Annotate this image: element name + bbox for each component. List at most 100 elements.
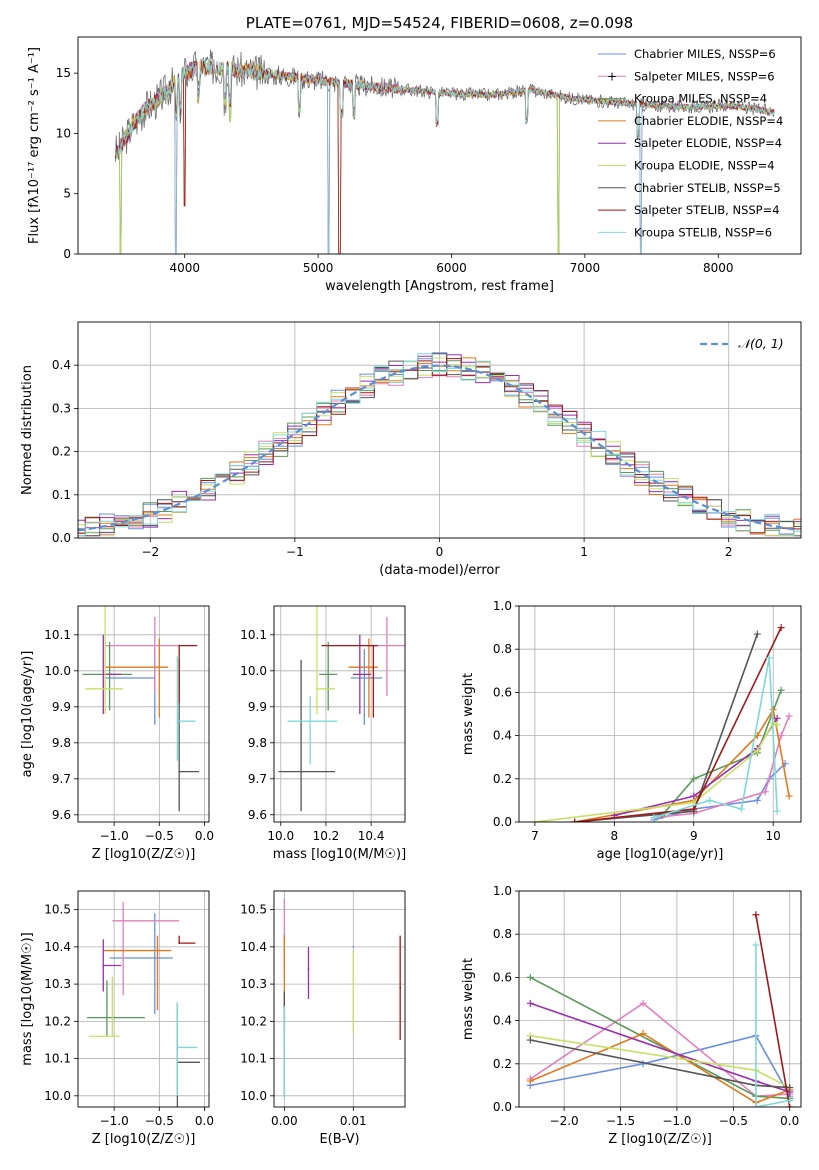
line-kroupa_stelib [755, 945, 790, 1107]
marker-chabrier_elodie [526, 1077, 534, 1085]
y-tick-label: 10.1 [240, 628, 267, 642]
x-tick-label: 0.0 [195, 829, 214, 843]
y-tick-label: 10.2 [44, 1014, 71, 1028]
legend-label: Salpeter STELIB, NSSP=4 [634, 203, 780, 217]
y-tick-label: 9.8 [248, 736, 267, 750]
marker-kroupa_stelib [752, 941, 760, 949]
x-tick-label: 7000 [570, 261, 601, 275]
y-tick-label: 0.0 [493, 815, 512, 829]
normal-curve [78, 364, 799, 532]
x-axis-label: age [log10(age/yr)] [597, 847, 724, 862]
legend-label: Chabrier ELODIE, NSSP=4 [634, 114, 783, 128]
x-tick-label: 2 [725, 545, 733, 559]
histogram-kroupa_stelib [78, 353, 801, 537]
point-salpeter_stelib [178, 942, 181, 945]
line-salpeter_miles [529, 1002, 790, 1098]
x-tick-label: 0.01 [340, 1114, 367, 1128]
error-bars [82, 606, 200, 812]
marker-chabrier_elodie [769, 706, 777, 714]
legend-label: Chabrier STELIB, NSSP=5 [634, 181, 781, 195]
y-tick-label: 9.6 [52, 808, 71, 822]
marker-kroupa_stelib [765, 654, 773, 662]
marker-chabrier_stelib [753, 630, 761, 638]
point-kroupa_stelib [176, 1046, 179, 1049]
x-axis-label: Z [log10(Z/Z☉)] [92, 847, 196, 862]
legend-label: Chabrier MILES, NSSP=6 [634, 47, 776, 61]
line-kroupa_miles [661, 689, 782, 817]
marker-kroupa_elodie [753, 747, 761, 755]
y-tick-label: 10.4 [240, 940, 267, 954]
x-tick-label: 10.2 [313, 829, 340, 843]
age-vs-mass-panel: 10.0 10.2 10.4 9.6 9.7 9.8 9.9 10.0 10.1 mass [lo… [240, 605, 406, 862]
y-tick-label: 0.1 [52, 488, 71, 502]
y-tick-label: 9.7 [52, 772, 71, 786]
y-axis-label: mass weight [461, 958, 476, 1040]
point-salpeter_stelib [372, 644, 375, 647]
y-tick-label: 9.9 [248, 700, 267, 714]
marker-kroupa_elodie [773, 721, 781, 729]
legend: Chabrier MILES, NSSP=6 + Salpeter MILES, N… [598, 47, 783, 239]
line-salpeter_stelib [755, 914, 791, 1107]
point-kroupa_stelib [176, 720, 179, 723]
spectrum-lines [115, 49, 775, 254]
x-tick-label: −0.5 [145, 829, 174, 843]
line-salpeter_stelib [574, 627, 782, 822]
x-tick-label: 7 [531, 829, 539, 843]
marker-chabrier_stelib [526, 1036, 534, 1044]
point-chabrier_miles [153, 957, 156, 959]
marker-kroupa_elodie [531, 818, 539, 822]
marker-salpeter_elodie [773, 714, 781, 722]
y-tick-label: 0.2 [52, 445, 71, 459]
axes-frame [77, 605, 210, 823]
x-tick-label: 5000 [303, 261, 334, 275]
marker-salpeter_stelib [752, 911, 760, 919]
x-tick-label: −1 [286, 545, 304, 559]
point-kroupa_stelib [283, 1050, 286, 1053]
y-tick-label: 10.0 [44, 1089, 71, 1103]
y-tick-label: 10.1 [44, 1052, 71, 1066]
x-tick-label: 0.00 [271, 1114, 298, 1128]
marker-salpeter_miles [785, 712, 793, 720]
y-tick-label: 0.4 [52, 358, 71, 372]
point-salpeter_elodie [307, 968, 310, 971]
axes-frame [77, 36, 802, 255]
y-tick-label: 10.4 [44, 940, 71, 954]
x-axis-label: mass [log10(M/M☉)] [273, 847, 406, 862]
point-chabrier_stelib [178, 770, 181, 773]
x-tick-label: −1.5 [606, 1114, 635, 1128]
chart-title: PLATE=0761, MJD=54524, FIBERID=0608, z=0… [246, 14, 633, 32]
line-chabrier_elodie [529, 1032, 790, 1104]
x-tick-label: 10.0 [267, 829, 294, 843]
point-chabrier_miles [352, 945, 355, 948]
x-tick-label: −1.0 [662, 1114, 691, 1128]
marker-salpeter_stelib [571, 818, 579, 822]
age-vs-metallicity-panel: −1.0 −0.5 0.0 9.6 9.7 9.8 9.9 10.0 10.1 Z [log10(… [20, 605, 214, 862]
x-tick-label: 4000 [169, 261, 200, 275]
marker-salpeter_elodie [690, 792, 698, 800]
x-tick-label: 0.0 [195, 1114, 214, 1128]
point-chabrier_miles [363, 677, 366, 679]
marker-salpeter_stelib [690, 805, 698, 813]
point-salpeter_miles [386, 644, 388, 647]
axes-frame [273, 605, 406, 823]
x-tick-label: 10.4 [358, 829, 385, 843]
line-kroupa_miles [529, 976, 790, 1100]
point-salpeter_elodie [102, 673, 105, 676]
x-tick-label: 8000 [703, 261, 734, 275]
error-bars [87, 902, 200, 1107]
marker-salpeter_miles [761, 788, 769, 796]
y-tick-label: 0.0 [52, 531, 71, 545]
point-chabrier_elodie [283, 949, 286, 952]
y-tick-label: 10 [56, 126, 71, 140]
point-chabrier_elodie [367, 666, 370, 669]
y-tick-label: 10.3 [240, 977, 267, 991]
x-tick-label: 0.0 [780, 1114, 799, 1128]
marker-kroupa_stelib [737, 805, 745, 813]
y-axis-label: Normed distribution [20, 365, 35, 495]
x-tick-label: 6000 [436, 261, 467, 275]
y-tick-label: 0.8 [493, 927, 512, 941]
mass-vs-ebv-panel: 0.00 0.01 10.0 10.1 10.2 10.3 10.4 10.5 E(B-V) [240, 890, 406, 1147]
point-chabrier_stelib [300, 770, 303, 773]
point-kroupa_stelib [309, 720, 312, 723]
